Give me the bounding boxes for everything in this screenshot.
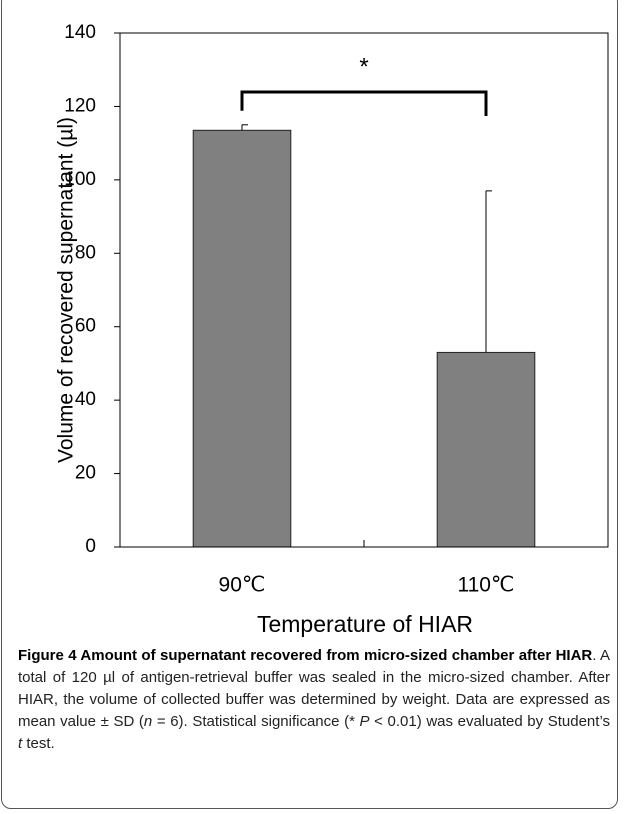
caption: Figure 4 Amount of supernatant recovered… [18,645,610,755]
y-axis-title: Volume of recovered supernatant (µl) [55,117,78,463]
caption-text: n [143,713,153,730]
y-tick-label: 60 [75,316,96,337]
bar [192,129,292,548]
caption-text: t [18,735,23,752]
bar [436,351,536,548]
x-axis-title: Temperature of HIAR [257,611,473,637]
caption-text: < 0.01) was evaluated by Student’s [369,713,611,730]
y-tick-label: 140 [64,22,96,43]
y-tick-label: 120 [64,95,96,116]
caption-title: Figure 4 Amount of supernatant recovered… [18,647,593,664]
y-tick-label: 20 [75,463,96,484]
y-tick-label: 80 [75,242,96,263]
x-tick-label: 110℃ [457,574,514,597]
caption-text: P [359,713,370,730]
plot-frame [119,32,609,548]
significance-bracket [240,90,488,116]
y-tick-label: 0 [85,536,96,557]
annotation: * [359,53,368,80]
chart: Volume of recovered supernatant (µl) Tem… [55,22,609,637]
caption-text: . A total of 120 µl of antigen-retrieval… [18,647,610,730]
y-tick-label: 40 [75,389,96,410]
caption-text: test. [22,735,55,752]
x-tick-label: 90℃ [219,574,266,597]
y-tick-label: 100 [64,169,96,190]
caption-text: = 6). Statistical significance (* [152,713,360,730]
